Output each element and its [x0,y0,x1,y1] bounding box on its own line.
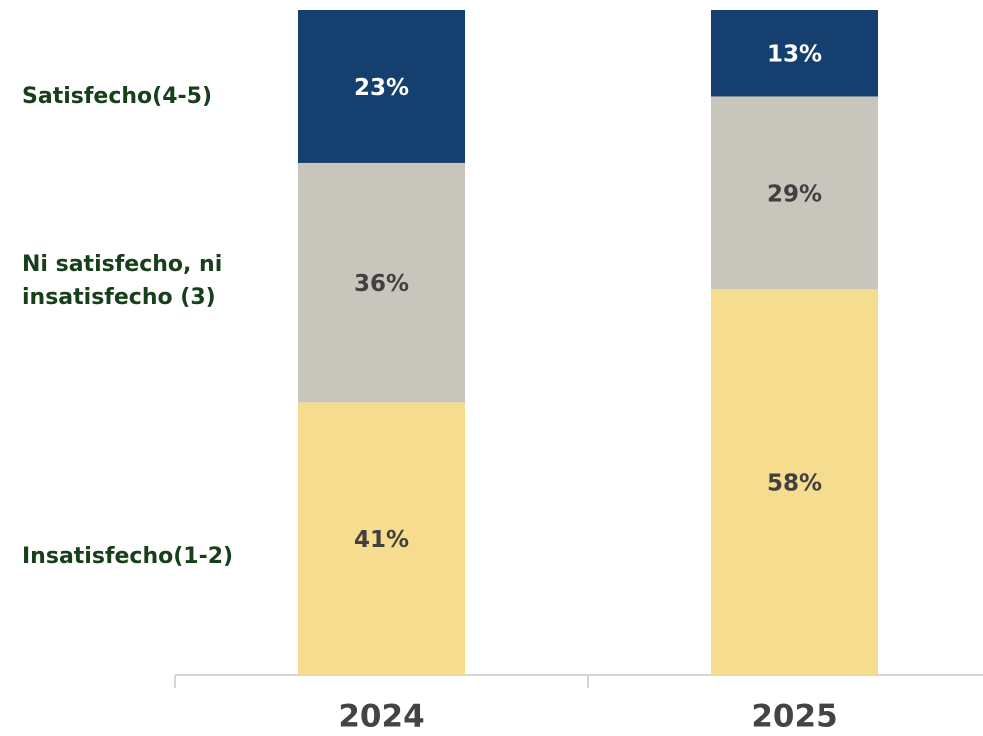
x-tick-label: 2024 [338,699,424,735]
data-label: 36% [354,271,409,297]
data-label: 41% [354,527,409,553]
data-label: 29% [767,181,822,207]
bar-segment [711,289,878,675]
data-label: 23% [354,75,409,101]
legend-label: Satisfecho(4-5) [22,84,213,109]
legend-label: Insatisfecho(1-2) [22,544,234,569]
bar-segment [298,10,465,163]
bar-segment [711,96,878,290]
legend-label: Ni satisfecho, ni insatisfecho (3) [22,252,223,310]
bar-segment [711,10,878,97]
bar-segment [298,402,465,675]
bar-segment [298,162,465,403]
data-label: 13% [767,42,822,68]
data-label: 58% [767,471,822,497]
x-tick-label: 2025 [751,699,837,735]
